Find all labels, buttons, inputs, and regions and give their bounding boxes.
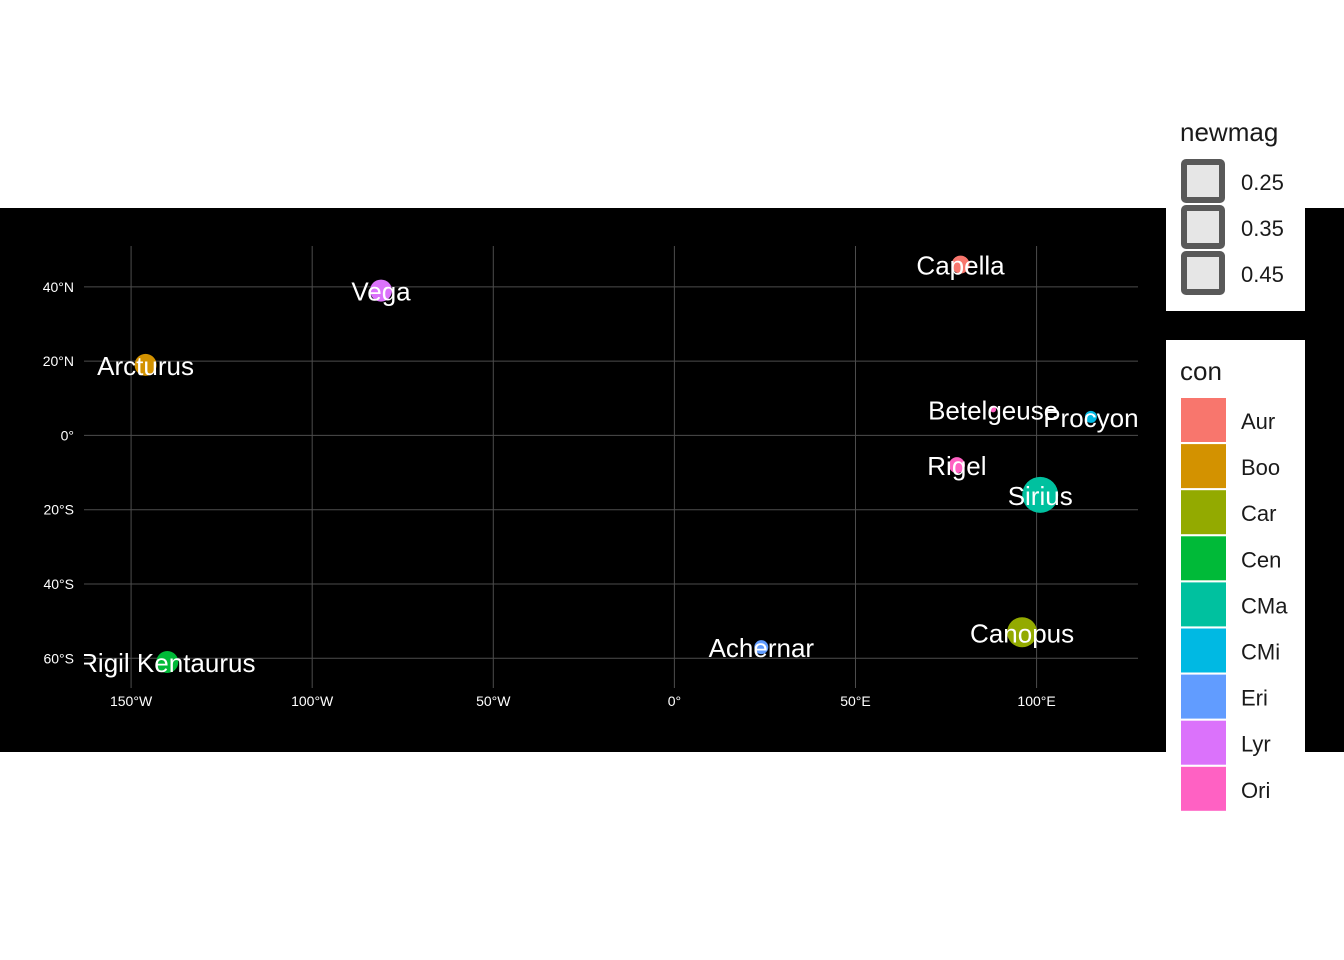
legend-color-label: Aur	[1241, 409, 1275, 434]
x-tick-label: 150°W	[110, 693, 153, 709]
point-label: Sirius	[1008, 481, 1073, 511]
legend-color-label: Boo	[1241, 455, 1280, 480]
x-tick-label: 50°E	[840, 693, 871, 709]
point-betelgeuse	[990, 406, 997, 413]
point-label: Rigel	[927, 451, 986, 481]
point-canopus	[1007, 617, 1038, 648]
x-tick-label: 0°	[668, 693, 681, 709]
legend-size-key	[1181, 159, 1225, 203]
legend-size-label: 0.45	[1241, 262, 1284, 287]
legend-color-label: Lyr	[1241, 732, 1271, 757]
point-capella	[951, 255, 970, 274]
legend-color-key-lyr	[1181, 720, 1226, 765]
legend-color-label: Cen	[1241, 547, 1281, 572]
grid-lines	[84, 246, 1138, 688]
point-label: Canopus	[970, 618, 1074, 648]
legend-color-key-aur	[1181, 398, 1226, 442]
legend-size-label: 0.25	[1241, 170, 1284, 195]
legend-color-key-cmi	[1181, 628, 1226, 673]
legend-color-label: CMi	[1241, 640, 1280, 665]
plot-background	[0, 208, 1344, 752]
legend-color-key-eri	[1181, 674, 1226, 719]
legend-color-key-boo	[1181, 444, 1226, 489]
legend-color-label: Car	[1241, 501, 1276, 526]
legend-color-label: Eri	[1241, 686, 1268, 711]
legend-size-title: newmag	[1180, 117, 1278, 147]
legend-color-label: CMa	[1241, 593, 1288, 618]
legend-color-key-ori	[1181, 766, 1226, 811]
legend-color-label: Ori	[1241, 778, 1270, 803]
point-label: Procyon	[1043, 403, 1138, 433]
legend-color-title: con	[1180, 356, 1222, 386]
point-label: Betelgeuse	[928, 395, 1058, 425]
points	[134, 255, 1097, 673]
y-tick-label: 20°S	[43, 502, 74, 518]
legend-color-key-cen	[1181, 536, 1226, 581]
point-label: Vega	[351, 277, 411, 307]
legend-size-key	[1181, 251, 1225, 295]
legend-size-label: 0.35	[1241, 216, 1284, 241]
x-tick-label: 100°W	[291, 693, 334, 709]
y-tick-label: 0°	[61, 427, 74, 443]
point-rigil-kentaurus	[156, 651, 179, 673]
point-achernar	[754, 640, 769, 655]
legend-color-key-cma	[1181, 582, 1226, 627]
legend-color: con Aur Boo Car Cen CMa CMi Eri Lyr Ori	[1166, 340, 1305, 816]
y-tick-label: 40°S	[43, 576, 74, 592]
legend-color-key-car	[1181, 490, 1226, 535]
legend-size-key	[1181, 205, 1225, 249]
point-label: Achernar	[709, 633, 815, 663]
point-sirius	[1022, 476, 1059, 513]
point-rigel	[948, 457, 965, 474]
point-label: Arcturus	[97, 351, 194, 381]
y-tick-label: 20°N	[43, 353, 74, 369]
point-procyon	[1084, 410, 1097, 423]
axis-tick-labels: 150°W 100°W 50°W 0° 50°E 100°E 40°N 20°N 0° 20°S 4…	[43, 279, 1056, 709]
y-tick-label: 60°S	[43, 650, 74, 666]
point-label: Rigil Kentaurus	[79, 648, 255, 678]
point-vega	[370, 279, 393, 302]
point-arcturus	[134, 353, 157, 376]
x-tick-label: 50°W	[476, 693, 511, 709]
x-tick-label: 100°E	[1017, 693, 1055, 709]
legend-size: newmag 0.25 0.35 0.45	[1166, 110, 1305, 311]
y-tick-label: 40°N	[43, 279, 74, 295]
point-label: Capella	[916, 251, 1005, 281]
